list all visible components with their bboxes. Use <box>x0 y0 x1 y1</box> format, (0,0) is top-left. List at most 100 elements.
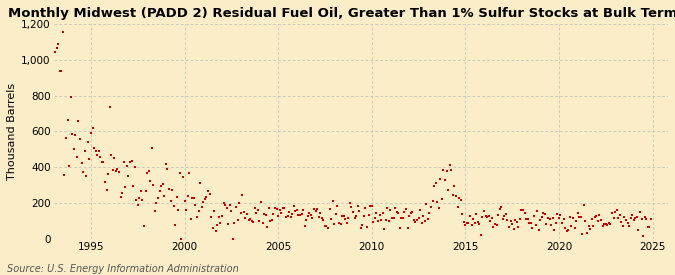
Point <box>167 188 178 192</box>
Point <box>582 231 593 235</box>
Point <box>402 226 413 230</box>
Point <box>181 208 192 212</box>
Point <box>302 214 313 218</box>
Point <box>213 215 224 219</box>
Point <box>111 169 122 174</box>
Point <box>204 191 215 196</box>
Point <box>269 206 280 211</box>
Point <box>151 200 162 205</box>
Point <box>525 220 536 225</box>
Point <box>137 197 148 202</box>
Point <box>170 223 181 227</box>
Point <box>500 211 511 216</box>
Point <box>207 226 218 231</box>
Point <box>126 158 137 163</box>
Point <box>457 212 468 216</box>
Point <box>138 224 149 228</box>
Point <box>212 223 223 228</box>
Point <box>97 160 107 164</box>
Point <box>78 170 88 174</box>
Point <box>73 119 84 123</box>
Point <box>376 218 387 222</box>
Point <box>281 214 292 219</box>
Point <box>488 225 499 230</box>
Point <box>100 180 111 184</box>
Point <box>209 208 219 213</box>
Point <box>128 184 138 189</box>
Point <box>340 217 350 221</box>
Point <box>433 205 444 210</box>
Point <box>51 45 62 50</box>
Point <box>405 211 416 216</box>
Point <box>146 146 157 150</box>
Point <box>563 228 574 233</box>
Point <box>643 225 653 229</box>
Point <box>310 209 321 213</box>
Point <box>618 224 628 228</box>
Point <box>190 203 201 207</box>
Point <box>482 215 493 219</box>
Point <box>608 216 619 220</box>
Point <box>625 216 636 220</box>
Y-axis label: Thousand Barrels: Thousand Barrels <box>7 83 17 180</box>
Point <box>455 198 466 202</box>
Point <box>575 215 586 219</box>
Point <box>86 131 97 136</box>
Point <box>412 218 423 222</box>
Point <box>113 170 124 175</box>
Point <box>408 218 419 222</box>
Point <box>338 214 349 218</box>
Point <box>176 236 187 241</box>
Point <box>88 146 99 150</box>
Point <box>418 214 429 218</box>
Point <box>187 196 198 200</box>
Point <box>109 156 119 160</box>
Point <box>249 206 260 210</box>
Point <box>273 214 284 218</box>
Point <box>335 222 346 226</box>
Point <box>93 149 104 153</box>
Point <box>142 171 153 175</box>
Point <box>274 208 285 212</box>
Point <box>307 216 318 220</box>
Point <box>287 212 298 216</box>
Point <box>558 217 569 222</box>
Point <box>569 226 580 231</box>
Point <box>259 212 269 217</box>
Point <box>271 207 282 211</box>
Point <box>452 205 463 209</box>
Point <box>50 50 61 54</box>
Point <box>419 219 430 223</box>
Point <box>435 177 446 182</box>
Text: Source: U.S. Energy Information Administration: Source: U.S. Energy Information Administ… <box>7 264 238 274</box>
Point <box>251 211 262 215</box>
Point <box>616 220 626 225</box>
Point <box>472 220 483 224</box>
Point <box>79 148 90 153</box>
Point <box>62 118 73 123</box>
Point <box>346 205 357 209</box>
Point <box>404 214 414 218</box>
Point <box>70 133 81 137</box>
Point <box>545 222 556 227</box>
Point <box>416 221 427 226</box>
Point <box>439 178 450 182</box>
Point <box>630 216 641 220</box>
Point <box>161 162 171 166</box>
Point <box>218 201 229 206</box>
Point <box>202 189 213 194</box>
Point <box>524 221 535 226</box>
Point <box>63 164 74 169</box>
Point <box>410 220 421 224</box>
Point <box>427 199 438 203</box>
Point <box>243 218 254 222</box>
Point <box>426 205 437 209</box>
Point <box>441 169 452 173</box>
Point <box>244 216 255 221</box>
Point <box>360 206 371 210</box>
Point <box>541 221 552 226</box>
Point <box>231 205 242 210</box>
Point <box>538 211 549 216</box>
Point <box>132 202 143 207</box>
Point <box>507 222 518 227</box>
